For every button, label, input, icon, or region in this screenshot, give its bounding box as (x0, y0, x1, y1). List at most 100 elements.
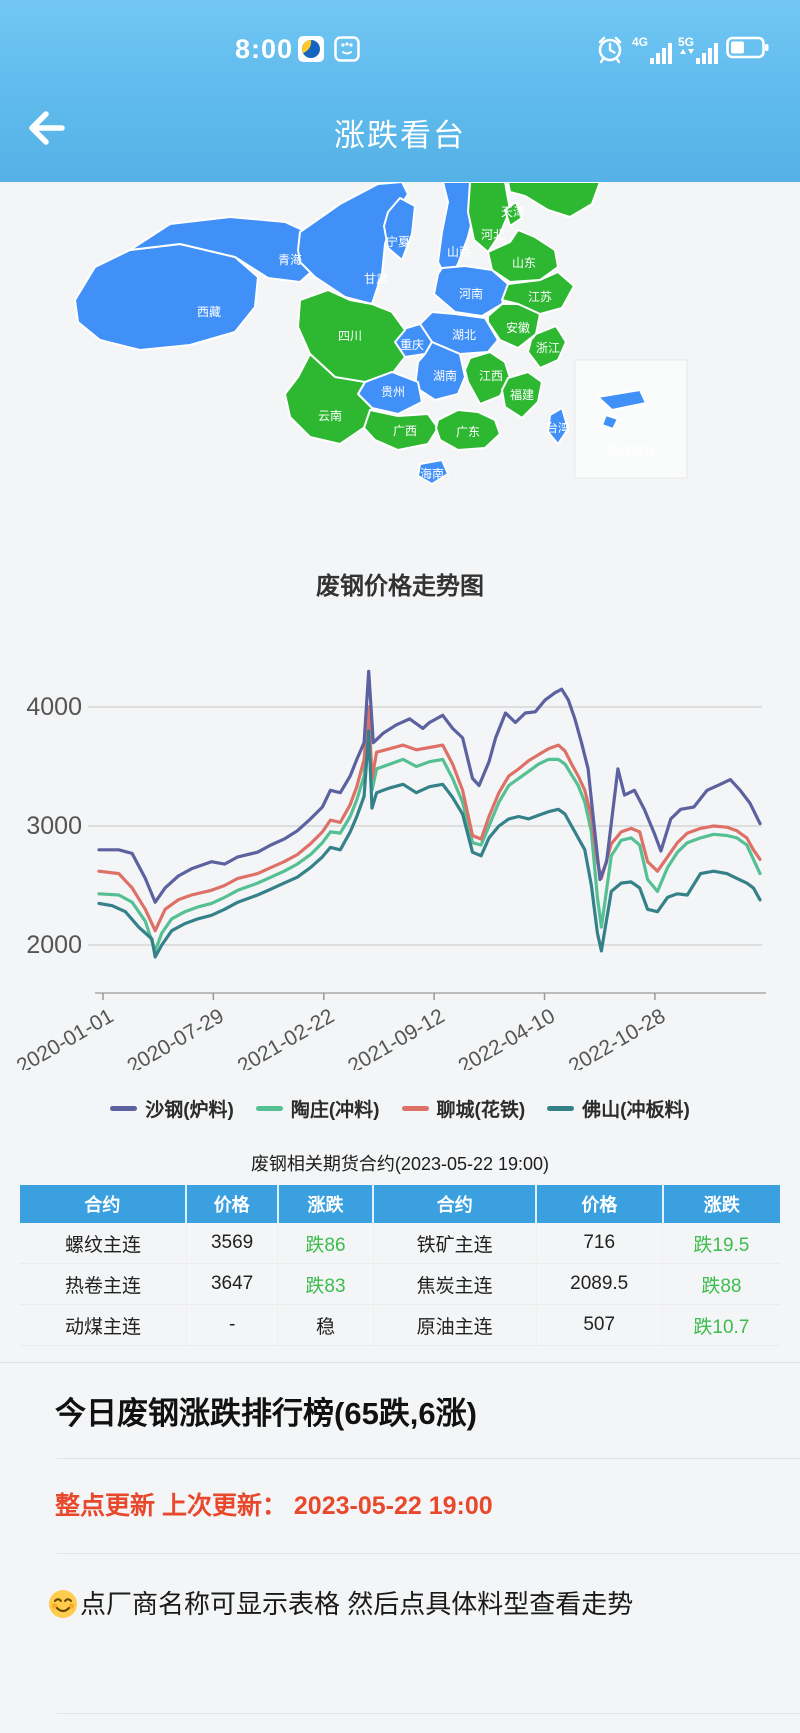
nav-bar: 涨跌看台 (0, 100, 800, 164)
inset-islands-shape (601, 414, 619, 430)
futures-table-header: 合约 价格 涨跌 合约 价格 涨跌 (20, 1185, 780, 1223)
legend-label: 佛山(冲板料) (582, 1099, 690, 1121)
table-cell: 3569 (187, 1223, 279, 1263)
back-arrow-icon[interactable] (22, 104, 70, 152)
x-axis-tick-label: 2020-01-01 (13, 1004, 118, 1070)
table-cell: 跌83 (278, 1264, 374, 1304)
chart-title: 废钢价格走势图 (316, 573, 484, 600)
y-axis-tick-label: 3000 (26, 812, 82, 840)
table-cell: 动煤主连 (20, 1305, 187, 1345)
page-title: 涨跌看台 (334, 118, 466, 153)
section-divider (57, 1553, 800, 1554)
legend-item[interactable]: 陶庄(冲料) (255, 1095, 380, 1122)
table-cell: 稳 (278, 1305, 374, 1345)
map-province[interactable] (504, 201, 523, 227)
map-province[interactable] (527, 325, 567, 369)
table-cell: 3647 (187, 1264, 279, 1304)
map-province[interactable] (464, 351, 511, 405)
table-cell: 跌10.7 (693, 1316, 750, 1338)
series-line (97, 711, 762, 953)
table-header-cell: 合约 (20, 1185, 187, 1223)
network-4g-label: 4G (632, 35, 648, 49)
table-cell: 跌88 (701, 1275, 742, 1297)
legend-item[interactable]: 佛山(冲板料) (547, 1095, 690, 1122)
price-trend-chart: 4000 3000 2000 2020-01-01 2020-07-29 2021-02-… (13, 669, 766, 1070)
map-province[interactable] (74, 243, 259, 351)
legend-label: 陶庄(冲料) (290, 1099, 380, 1121)
update-status-text: 整点更新 上次更新： 2023-05-22 19:00 (55, 1492, 493, 1520)
legend-label: 聊城(花铁) (436, 1099, 526, 1121)
table-cell: 2089.5 (537, 1264, 663, 1304)
sea-inset-box (574, 359, 688, 479)
futures-table: 合约 价格 涨跌 合约 价格 涨跌 螺纹主连 3569 跌86 铁矿主连 716 跌19.5 热卷主连… (20, 1185, 780, 1346)
usage-tip-text: 点厂商名称可显示表格 然后点具体料型查看走势 (80, 1589, 634, 1619)
table-cell: 跌19.5 (693, 1234, 750, 1256)
table-cell: 铁矿主连 (374, 1223, 537, 1263)
x-axis-tick-label: 2022-10-28 (565, 1004, 670, 1070)
section-divider (57, 1458, 800, 1459)
legend-label: 沙钢(炉料) (145, 1099, 234, 1121)
table-header-cell: 涨跌 (279, 1185, 375, 1223)
series-line (97, 705, 762, 933)
map-province[interactable] (383, 197, 416, 261)
legend-swatch (255, 1105, 283, 1111)
section-divider (0, 1362, 800, 1363)
table-header-cell: 价格 (537, 1185, 664, 1223)
map-province[interactable] (363, 409, 439, 451)
map-province[interactable] (467, 182, 511, 253)
clock-time: 8:00 (235, 34, 294, 64)
ranking-title: 今日废钢涨跌排行榜(65跌,6涨) (55, 1396, 477, 1431)
table-cell: 焦炭主连 (374, 1264, 537, 1304)
table-cell: 716 (537, 1223, 663, 1263)
x-axis-tick-label: 2021-09-12 (344, 1004, 449, 1070)
map-province[interactable] (487, 303, 541, 349)
inset-islands-shape (597, 389, 647, 411)
legend-swatch (547, 1105, 575, 1111)
map-province[interactable] (507, 182, 601, 218)
smiling-face-emoji-icon (49, 1590, 77, 1618)
table-row: 螺纹主连 3569 跌86 铁矿主连 716 跌19.5 (20, 1223, 780, 1264)
legend-item[interactable]: 沙钢(炉料) (110, 1095, 234, 1122)
series-line (97, 669, 762, 904)
table-header-cell: 涨跌 (703, 1195, 740, 1215)
table-cell: 跌86 (278, 1223, 374, 1263)
table-row: 动煤主连 - 稳原油主连 507 跌10.7 (20, 1305, 780, 1346)
network-5g-label: 5G (678, 35, 694, 49)
series-line (97, 729, 762, 959)
map-province[interactable] (414, 341, 466, 401)
map-province[interactable] (417, 459, 449, 485)
futures-table-title: 废钢相关期货合约(2023-05-22 19:00) (250, 1154, 550, 1174)
table-cell: 热卷主连 (20, 1264, 187, 1304)
alarm-clock-icon (598, 36, 622, 64)
y-axis-tick-label: 2000 (26, 931, 82, 959)
status-bar: 8:00 4G (0, 28, 800, 74)
map-province[interactable] (547, 407, 569, 445)
x-axis-tick-label: 2021-02-22 (234, 1004, 339, 1070)
table-header-cell: 价格 (187, 1185, 279, 1223)
app-logo-icon (298, 36, 324, 62)
map-province[interactable] (435, 409, 501, 451)
table-row: 热卷主连 3647 跌83 焦炭主连 2089.5 跌88 (20, 1264, 780, 1305)
x-axis-tick-label: 2020-07-29 (123, 1004, 228, 1070)
table-cell: - (187, 1305, 279, 1345)
table-cell: 螺纹主连 (20, 1223, 187, 1263)
futures-table-body: 螺纹主连 3569 跌86 铁矿主连 716 跌19.5 热卷主连 3647 跌83 焦炭主连 20… (20, 1223, 780, 1346)
legend-item[interactable]: 聊城(花铁) (401, 1095, 526, 1122)
table-cell: 507 (537, 1305, 663, 1345)
map-province[interactable] (487, 229, 559, 283)
signal-4g-icon: 4G (632, 35, 672, 64)
battery-icon (726, 36, 769, 59)
usage-tip: 点厂商名称可显示表格 然后点具体料型查看走势 (48, 1578, 764, 1631)
app-store-icon (334, 36, 360, 62)
table-cell: 原油主连 (374, 1305, 537, 1345)
y-axis-tick-label: 4000 (26, 693, 82, 721)
map-province[interactable] (501, 371, 543, 419)
top-bar: 8:00 4G (0, 0, 800, 182)
table-header-cell: 合约 (374, 1185, 538, 1223)
chart-legend: 沙钢(炉料) 陶庄(冲料) 聊城(花铁) 佛山(冲板料) (0, 1088, 800, 1128)
map-province[interactable] (501, 271, 575, 315)
map-province[interactable] (433, 265, 509, 317)
signal-5g-icon: 5G (678, 35, 718, 64)
